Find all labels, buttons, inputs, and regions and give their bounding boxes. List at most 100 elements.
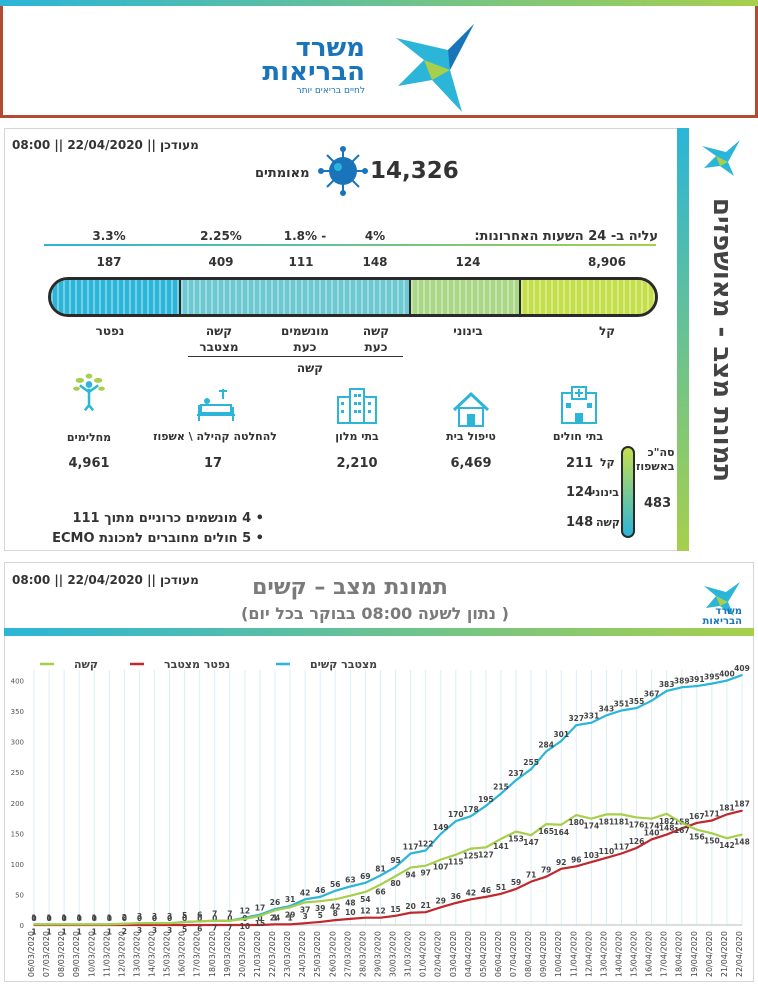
data-label: 5 bbox=[182, 911, 187, 920]
data-point bbox=[665, 690, 668, 692]
side-title: תמונת מצב - מאושפזים bbox=[690, 128, 754, 551]
bar-beinoni bbox=[411, 280, 521, 314]
data-point bbox=[48, 923, 50, 926]
data-label: 5 bbox=[182, 925, 187, 934]
data-point bbox=[515, 888, 517, 890]
data-point bbox=[364, 882, 367, 884]
data-label: 167 bbox=[674, 826, 690, 835]
x-tick-label: 17/04/2020 bbox=[660, 931, 669, 977]
hotel-icon bbox=[337, 388, 377, 424]
data-label: 180 bbox=[568, 818, 584, 827]
data-label: 92 bbox=[556, 858, 566, 867]
data-label: 17 bbox=[255, 904, 265, 913]
data-label: 0 bbox=[92, 914, 97, 923]
stat-kasha-now: 148 bbox=[362, 255, 388, 269]
data-label: 0 bbox=[197, 914, 202, 923]
series-line bbox=[34, 674, 743, 926]
x-tick-label: 23/03/2020 bbox=[283, 931, 292, 977]
data-point bbox=[590, 817, 593, 820]
data-point bbox=[349, 885, 352, 888]
data-label: 1 bbox=[107, 927, 112, 936]
data-label: 174 bbox=[644, 822, 660, 831]
data-point bbox=[605, 714, 608, 717]
data-label: 37 bbox=[300, 905, 310, 914]
x-tick-label: 19/03/2020 bbox=[223, 931, 232, 977]
data-point bbox=[530, 834, 532, 836]
data-label: 1 bbox=[77, 927, 82, 936]
data-label: 15 bbox=[255, 919, 265, 928]
data-point bbox=[364, 891, 367, 893]
data-point bbox=[605, 856, 608, 859]
data-label: 1 bbox=[92, 927, 97, 936]
data-label: 15 bbox=[390, 905, 400, 914]
data-point bbox=[304, 901, 306, 904]
data-point bbox=[394, 866, 397, 868]
data-label: 3 bbox=[167, 912, 172, 921]
data-point bbox=[424, 864, 427, 867]
data-point bbox=[454, 820, 457, 822]
data-label: 7 bbox=[227, 924, 232, 933]
data-point bbox=[439, 906, 442, 909]
hosp-kasha-label: קשה bbox=[596, 516, 620, 529]
data-label: 3 bbox=[303, 912, 308, 921]
data-point bbox=[545, 750, 547, 753]
data-point bbox=[454, 853, 457, 856]
data-point bbox=[198, 924, 201, 926]
data-label: 176 bbox=[629, 820, 645, 829]
hosp-kal-value: 211 bbox=[566, 456, 594, 471]
caption-community: להחלטה קהילה \ אשפוז bbox=[153, 430, 277, 443]
data-point bbox=[515, 830, 517, 833]
data-point bbox=[168, 924, 171, 926]
data-label: 3 bbox=[137, 912, 142, 921]
data-label: 56 bbox=[330, 880, 340, 889]
data-label: 6 bbox=[197, 910, 202, 919]
caption-recovered: מחלימים bbox=[66, 431, 112, 444]
x-tick-label: 08/03/2020 bbox=[57, 931, 66, 977]
x-tick-label: 20/03/2020 bbox=[238, 931, 247, 977]
data-point bbox=[334, 898, 337, 901]
data-point bbox=[530, 768, 532, 770]
hosp-beinoni-value: 124 bbox=[566, 485, 594, 500]
data-point bbox=[153, 924, 156, 926]
series-line bbox=[34, 812, 743, 926]
data-label: 0 bbox=[122, 914, 127, 923]
data-label: 167 bbox=[689, 812, 705, 821]
bar-dead bbox=[51, 280, 181, 314]
data-label: 2 bbox=[122, 927, 127, 936]
x-tick-label: 22/03/2020 bbox=[268, 931, 277, 977]
data-label: 215 bbox=[493, 783, 509, 792]
data-label: 1 bbox=[46, 913, 51, 922]
logo-small-line1: משרד bbox=[715, 606, 742, 617]
label-beinoni: בינוני bbox=[453, 324, 483, 338]
bullet-ecmo: • 5 חולים מחוברים למכונת ECMO bbox=[52, 531, 264, 546]
data-label: 181 bbox=[614, 817, 630, 826]
x-tick-label: 24/03/2020 bbox=[298, 931, 307, 977]
hospital-bed-icon bbox=[197, 389, 235, 421]
y-tick-label: 0 bbox=[20, 922, 24, 930]
data-label: 351 bbox=[614, 700, 630, 709]
data-label: 103 bbox=[584, 851, 600, 860]
increase-divider bbox=[44, 244, 656, 246]
data-point bbox=[726, 813, 728, 816]
data-point bbox=[620, 813, 623, 816]
data-label: 12 bbox=[240, 907, 250, 916]
data-point bbox=[575, 724, 578, 726]
data-label: 42 bbox=[466, 888, 476, 897]
data-label: 400 bbox=[719, 670, 735, 679]
logo-tagline: לחיים בריאים יותר bbox=[296, 86, 365, 96]
data-label: 39 bbox=[315, 904, 325, 913]
x-tick-label: 19/04/2020 bbox=[690, 931, 699, 977]
x-tick-label: 25/03/2020 bbox=[313, 931, 322, 977]
total-hosp-value: 483 bbox=[644, 496, 672, 511]
last-updated: מעודכן || 22/04/2020 || 08:00 bbox=[12, 138, 199, 152]
data-label: 164 bbox=[553, 828, 569, 837]
data-label: 148 bbox=[734, 838, 750, 847]
caption-home: טיפול בית bbox=[446, 430, 496, 443]
data-label: 97 bbox=[420, 869, 430, 878]
data-label: 8 bbox=[333, 909, 338, 918]
x-tick-label: 13/03/2020 bbox=[132, 931, 141, 977]
data-label: 147 bbox=[523, 838, 539, 847]
house-icon bbox=[452, 391, 490, 427]
data-point bbox=[229, 919, 231, 922]
